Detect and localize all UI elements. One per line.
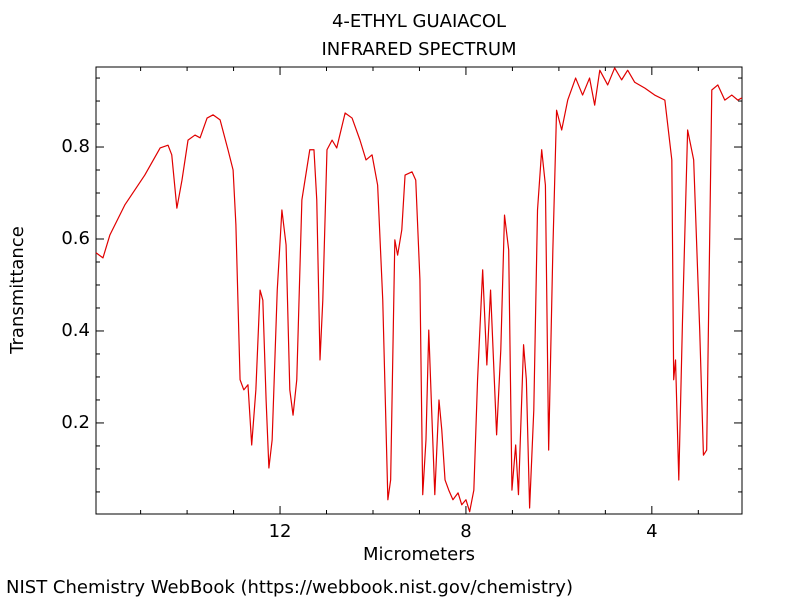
y-tick-label: 0.4	[61, 320, 90, 341]
source-note: NIST Chemistry WebBook (https://webbook.…	[6, 577, 573, 598]
y-tick-label: 0.2	[61, 412, 90, 433]
chart-subtitle: INFRARED SPECTRUM	[321, 39, 516, 60]
spectrum-line	[95, 67, 743, 513]
plot-frame	[95, 66, 743, 515]
y-axis-label: Transmittance	[7, 226, 28, 355]
x-tick-label: 12	[269, 521, 292, 542]
chart-title: 4-ETHYL GUAIACOL	[332, 11, 506, 32]
x-tick-label: 4	[646, 521, 657, 542]
x-axis-label: Micrometers	[363, 544, 475, 565]
x-tick-label: 8	[460, 521, 471, 542]
y-tick-label: 0.8	[61, 136, 90, 157]
y-tick-label: 0.6	[61, 228, 90, 249]
